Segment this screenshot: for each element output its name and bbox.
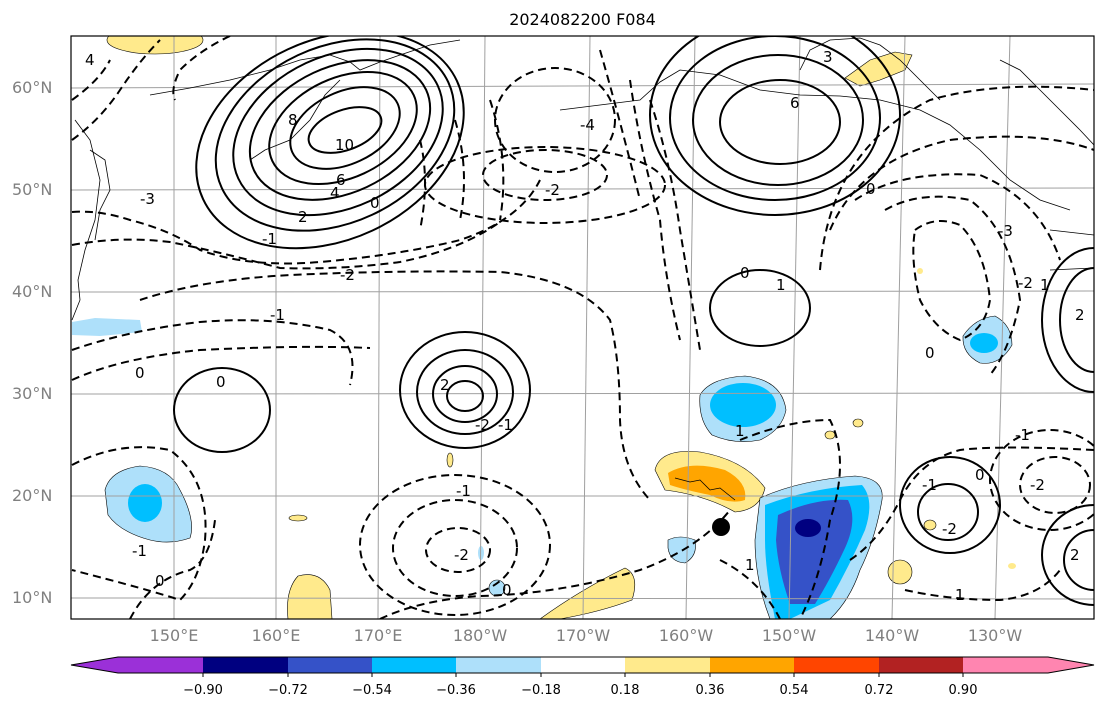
contour-label: 1 xyxy=(735,422,745,440)
contour-label: 2 xyxy=(440,376,450,394)
contour-label: 0 xyxy=(740,264,750,282)
contour-label: -1 xyxy=(922,476,937,494)
contour-label: 2 xyxy=(1075,306,1085,324)
colorbar-tick-label: 0.90 xyxy=(948,683,978,698)
contour-label: -1 xyxy=(1015,426,1030,444)
contour-label: 0 xyxy=(135,364,145,382)
contour-label: -1 xyxy=(498,416,513,434)
contour-label: 1 xyxy=(776,276,786,294)
contour-label: 0 xyxy=(866,180,876,198)
negative-contours xyxy=(71,36,1094,619)
colorbar-tick-label: −0.36 xyxy=(436,683,476,698)
contour-label: 0 xyxy=(975,466,985,484)
lon-label: 170°W xyxy=(555,626,611,645)
contour-label: -1 xyxy=(456,482,471,500)
contour-label: 8 xyxy=(288,111,298,129)
lat-label: 60°N xyxy=(12,78,53,97)
map-background xyxy=(71,36,1094,619)
colorbar-tick-label: 0.18 xyxy=(610,683,640,698)
contour-label: 2 xyxy=(1070,546,1080,564)
lat-label: 10°N xyxy=(12,588,53,607)
contour-label: 0 xyxy=(216,373,226,391)
colorbar-tick-label: 0.36 xyxy=(695,683,725,698)
contour-label: -1 xyxy=(132,542,147,560)
contour-label: 0 xyxy=(502,581,512,599)
contour-label: -3 xyxy=(998,222,1013,240)
coastlines xyxy=(71,37,1094,501)
contour-label: -2 xyxy=(1030,476,1045,494)
map-frame xyxy=(70,35,1095,620)
colorbar-max-extend xyxy=(1048,657,1094,673)
contour-label: 6 xyxy=(336,171,346,189)
contour-label: -2 xyxy=(454,546,469,564)
lat-label: 20°N xyxy=(12,486,53,505)
lat-label: 40°N xyxy=(12,282,53,301)
contour-label: 1 xyxy=(955,586,965,604)
map-title: 2024082200 F084 xyxy=(509,10,656,29)
lon-label: 170°E xyxy=(353,626,403,645)
lat-label: 30°N xyxy=(12,384,53,403)
contour-label: 4 xyxy=(85,51,95,69)
colorbar-tick-label: 0.72 xyxy=(864,683,894,698)
contour-labels: 4 8 10 6 4 2 0 -1 -3 -2 -1 0 0 2 -2 -1 -… xyxy=(85,48,1085,604)
contour-label: 0 xyxy=(370,194,380,212)
contour-label: -3 xyxy=(140,190,155,208)
contour-label: -2 xyxy=(942,520,957,538)
shaded-anomaly-layer xyxy=(72,36,1016,619)
contour-label: 3 xyxy=(823,48,833,66)
contour-label: 4 xyxy=(330,184,340,202)
contour-label: 2 xyxy=(298,208,308,226)
contour-label: -4 xyxy=(580,116,595,134)
lon-label: 130°W xyxy=(967,626,1023,645)
lat-label: 50°N xyxy=(12,180,53,199)
colorbar-tick-label: −0.18 xyxy=(521,683,561,698)
lon-label: 150°W xyxy=(761,626,817,645)
contour-label: 1 xyxy=(1040,276,1050,294)
lon-label: 180°W xyxy=(452,626,508,645)
colorbar-tick-label: −0.54 xyxy=(352,683,392,698)
colorbar-min-extend xyxy=(71,657,118,673)
contour-label: 6 xyxy=(790,94,800,112)
lon-label: 140°W xyxy=(864,626,920,645)
lon-label: 160°W xyxy=(658,626,714,645)
colorbar-tick-label: −0.72 xyxy=(268,683,308,698)
location-marker xyxy=(712,518,730,536)
colorbar xyxy=(70,656,1095,677)
contour-label: 0 xyxy=(925,344,935,362)
contour-label: -2 xyxy=(1018,274,1033,292)
lon-label: 160°E xyxy=(251,626,301,645)
contour-label: -2 xyxy=(475,416,490,434)
contour-label: 1 xyxy=(745,556,755,574)
contour-label: 0 xyxy=(155,572,165,590)
contour-label: 10 xyxy=(335,136,354,154)
contour-label: -2 xyxy=(340,266,355,284)
colorbar-tick-label: −0.90 xyxy=(183,683,223,698)
positive-contours xyxy=(173,36,1094,606)
contour-label: -1 xyxy=(270,306,285,324)
lon-label: 150°E xyxy=(149,626,199,645)
colorbar-tick-label: 0.54 xyxy=(779,683,809,698)
contour-label: -1 xyxy=(262,230,277,248)
contour-label: -2 xyxy=(545,181,560,199)
